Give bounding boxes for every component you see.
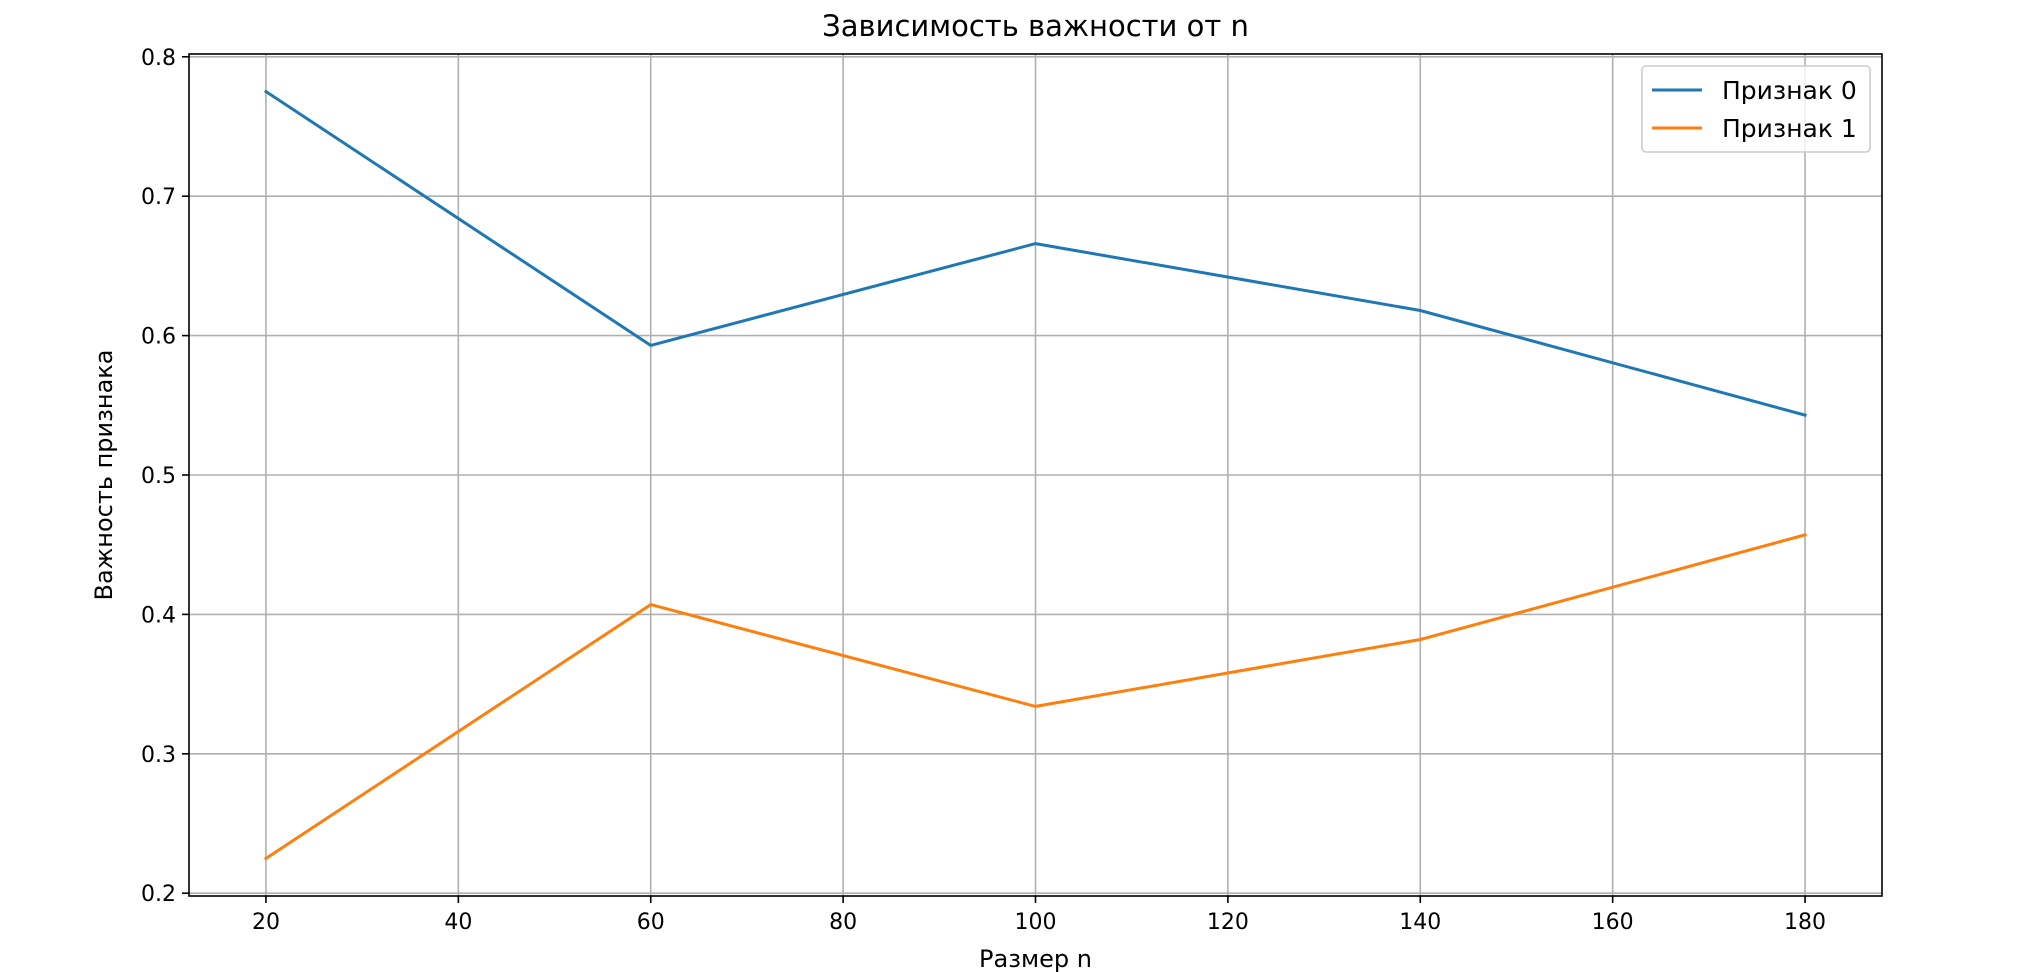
chart-title: Зависимость важности от n: [822, 9, 1249, 43]
y-tick-label: 0.8: [141, 46, 176, 71]
x-tick-label: 20: [252, 910, 280, 935]
y-tick-label: 0.2: [141, 882, 176, 907]
axis-ticks: 20 40 60 80 100 120 140 160 180 0.2 0.3 0.4 0.5 0.6 0.…: [141, 46, 1826, 935]
legend-label-1: Признак 1: [1722, 114, 1857, 143]
x-tick-label: 100: [1015, 910, 1057, 935]
x-tick-label: 140: [1399, 910, 1441, 935]
y-axis-label: Важность признака: [90, 349, 118, 600]
series-line-0: [263, 89, 1807, 417]
x-tick-label: 180: [1784, 910, 1826, 935]
x-tick-label: 160: [1592, 910, 1634, 935]
series-lines: [263, 89, 1807, 861]
series-line-1: [263, 533, 1807, 861]
y-tick-label: 0.6: [141, 325, 176, 350]
x-tick-label: 120: [1207, 910, 1249, 935]
legend-box: [1641, 65, 1871, 153]
legend: Признак 0 Признак 1: [1641, 65, 1871, 153]
x-tick-label: 60: [637, 910, 665, 935]
y-tick-label: 0.5: [141, 464, 176, 489]
grid: [189, 54, 1882, 896]
legend-label-0: Признак 0: [1722, 76, 1857, 105]
x-axis-label: Размер n: [979, 945, 1092, 972]
y-tick-label: 0.4: [141, 603, 176, 628]
y-tick-label: 0.3: [141, 743, 176, 768]
y-tick-label: 0.7: [141, 185, 176, 210]
x-tick-label: 40: [444, 910, 472, 935]
x-tick-label: 80: [829, 910, 857, 935]
